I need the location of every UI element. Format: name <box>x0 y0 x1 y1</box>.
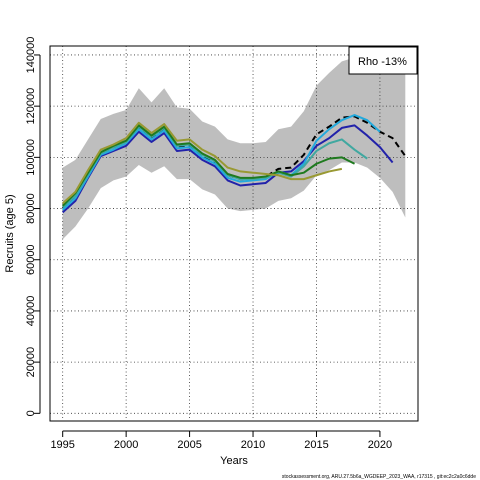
x-tick-label: 2020 <box>368 439 392 451</box>
x-tick-label: 2000 <box>114 439 138 451</box>
confidence-band <box>62 57 406 240</box>
y-tick-label: 100000 <box>25 139 37 176</box>
caption: stockassessment.org, ARU.27.5b6a_WGDEEP_… <box>282 474 476 480</box>
x-axis-title: Years <box>220 455 248 467</box>
series-layer <box>61 114 407 214</box>
y-axis-title: Recruits (age 5) <box>4 194 16 272</box>
legend-box <box>348 46 418 75</box>
x-tick-label: 2005 <box>177 439 201 451</box>
x-axis: 1995 2000 2005 2010 2015 2020 <box>50 430 392 451</box>
grid-layer <box>50 46 418 421</box>
x-tick-label: 2015 <box>304 439 328 451</box>
plot-frame <box>49 45 419 422</box>
legend-text: Rho -13% <box>358 56 407 68</box>
series-line-3 <box>62 114 381 211</box>
y-tick-label: 80000 <box>25 193 37 224</box>
y-tick-label: 0 <box>25 410 37 416</box>
y-tick-label: 140000 <box>25 37 37 74</box>
y-tick-label: 40000 <box>25 296 37 327</box>
x-tick-label: 2010 <box>241 439 265 451</box>
y-tick-label: 60000 <box>25 244 37 275</box>
series-line-5 <box>61 124 356 207</box>
y-tick-label: 20000 <box>25 347 37 378</box>
confidence-band-layer <box>62 57 406 240</box>
series-line-2 <box>62 124 394 214</box>
y-tick-label: 120000 <box>25 88 37 125</box>
x-tick-label: 1995 <box>50 439 74 451</box>
legend: Rho -13% <box>348 46 418 75</box>
series-line-6 <box>62 121 343 205</box>
y-axis: 0 20000 40000 60000 80000 100000 120000 140000 <box>25 37 41 416</box>
